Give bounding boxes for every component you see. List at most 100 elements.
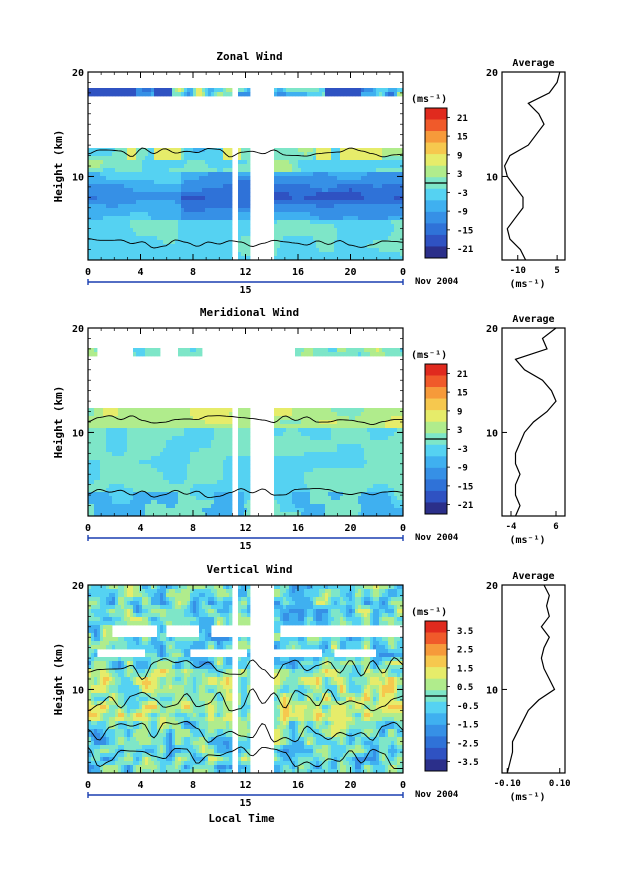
heatmap-cell (295, 152, 299, 157)
heatmap-cell (169, 212, 173, 217)
heatmap-cell (160, 424, 164, 429)
heatmap-cell (325, 464, 329, 469)
heatmap-cell (226, 240, 230, 245)
heatmap-cell (316, 256, 320, 261)
heatmap-cell (157, 252, 161, 257)
heatmap-cell (214, 208, 218, 213)
profile-xlabel: (ms⁻¹) (509, 279, 545, 290)
heatmap-cell (301, 236, 305, 241)
heatmap-cell (361, 172, 365, 177)
heatmap-cell (175, 424, 179, 429)
heatmap-cell (181, 252, 185, 257)
heatmap-cell (292, 172, 296, 177)
heatmap-cell (283, 412, 287, 417)
heatmap-cell (181, 180, 185, 185)
heatmap-cell (298, 456, 302, 461)
heatmap-cell (247, 160, 251, 165)
heatmap-cell (202, 224, 206, 229)
heatmap-cell (223, 484, 227, 489)
heatmap-cell (100, 168, 104, 173)
heatmap-cell (211, 160, 215, 165)
heatmap-cell (196, 476, 200, 481)
heatmap-cell (109, 248, 113, 253)
heatmap-cell (220, 232, 224, 237)
heatmap-cell (223, 452, 227, 457)
heatmap-cell (382, 252, 386, 257)
heatmap-cell (97, 244, 101, 249)
heatmap-cell (151, 448, 155, 453)
heatmap-cell (148, 228, 152, 233)
heatmap-cell (184, 444, 188, 449)
heatmap-cell (277, 488, 281, 493)
heatmap-cell (115, 408, 119, 413)
heatmap-cell (349, 176, 353, 181)
heatmap-cell (103, 172, 107, 177)
heatmap-cell (385, 248, 389, 253)
heatmap-cell (91, 352, 95, 357)
heatmap-cell (187, 504, 191, 509)
heatmap-cell (139, 220, 143, 225)
heatmap-cell (316, 440, 320, 445)
heatmap-cell (127, 460, 131, 465)
heatmap-cell (178, 208, 182, 213)
heatmap-cell (238, 244, 242, 249)
heatmap-cell (130, 432, 134, 437)
heatmap-cell (187, 160, 191, 165)
colorbar-swatch (425, 142, 447, 155)
heatmap-cell (205, 216, 209, 221)
heatmap-cell (100, 420, 104, 425)
heatmap-cell (187, 420, 191, 425)
heatmap-cell (223, 204, 227, 209)
heatmap-cell (196, 232, 200, 237)
heatmap-cell (208, 92, 212, 97)
heatmap-cell (220, 200, 224, 205)
heatmap-cell (193, 448, 197, 453)
heatmap-cell (304, 88, 308, 93)
heatmap-cell (103, 256, 107, 261)
heatmap-cell (94, 444, 98, 449)
heatmap-cell (247, 168, 251, 173)
heatmap-cell (181, 196, 185, 201)
heatmap-cell (316, 152, 320, 157)
heatmap-cell (148, 504, 152, 509)
heatmap-cell (166, 480, 170, 485)
heatmap-cell (106, 184, 110, 189)
heatmap-cell (121, 228, 125, 233)
heatmap-cell (295, 428, 299, 433)
colorbar-swatch (425, 223, 447, 236)
heatmap-cell (343, 184, 347, 189)
heatmap-cell (106, 440, 110, 445)
heatmap-cell (277, 512, 281, 517)
heatmap-cell (190, 248, 194, 253)
heatmap-cell (181, 224, 185, 229)
heatmap-cell (223, 164, 227, 169)
heatmap-cell (328, 408, 332, 413)
heatmap-cell (136, 92, 140, 97)
heatmap-cell (328, 204, 332, 209)
heatmap-cell (394, 192, 398, 197)
heatmap-cell (289, 164, 293, 169)
heatmap-cell (142, 412, 146, 417)
heatmap-cell (307, 180, 311, 185)
heatmap-cell (319, 484, 323, 489)
heatmap-cell (100, 256, 104, 261)
heatmap-cell (367, 168, 371, 173)
heatmap-cell (160, 408, 164, 413)
x-tick-label: 4 (137, 267, 143, 278)
heatmap-cell (316, 416, 320, 421)
heatmap-cell (118, 240, 122, 245)
heatmap-cell (166, 500, 170, 505)
heatmap-cell (319, 228, 323, 233)
heatmap-cell (103, 216, 107, 221)
heatmap-cell (109, 452, 113, 457)
heatmap-cell (337, 200, 341, 205)
heatmap-cell (124, 436, 128, 441)
heatmap-cell (241, 428, 245, 433)
heatmap-cell (346, 248, 350, 253)
heatmap-cell (181, 496, 185, 501)
heatmap-cell (157, 172, 161, 177)
heatmap-cell (106, 448, 110, 453)
heatmap-cell (121, 156, 125, 161)
heatmap-cell (283, 156, 287, 161)
heatmap-cell (169, 480, 173, 485)
